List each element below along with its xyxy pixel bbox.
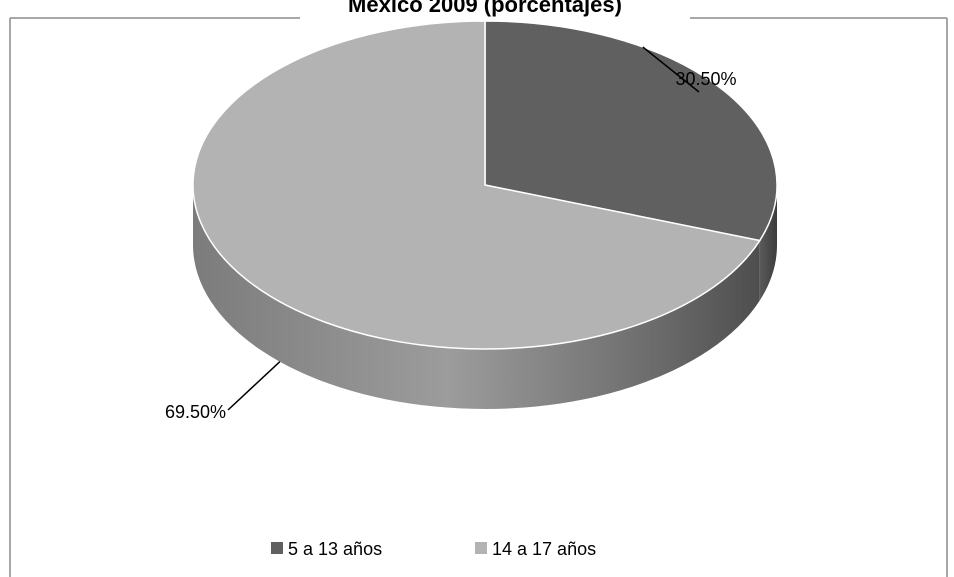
data-label-1: 69.50% (165, 402, 226, 422)
legend-swatch-1 (475, 542, 487, 554)
leader-line-0 (642, 46, 700, 93)
leader-line-1 (227, 361, 281, 411)
pie-group (192, 20, 778, 409)
title-backdrop (300, 0, 690, 24)
pie-slice-0 (484, 20, 778, 242)
legend-swatch-0 (271, 542, 283, 554)
legend: 5 a 13 años 14 a 17 años (271, 539, 596, 559)
data-labels: 30.50% 69.50% (165, 46, 737, 422)
legend-label-1: 14 a 17 años (492, 539, 596, 559)
data-label-0: 30.50% (675, 69, 736, 89)
pie-slice-1 (192, 20, 761, 350)
chart-title: México 2009 (porcentajes) (348, 0, 622, 17)
pie-side-1 (193, 185, 760, 409)
legend-label-0: 5 a 13 años (288, 539, 382, 559)
